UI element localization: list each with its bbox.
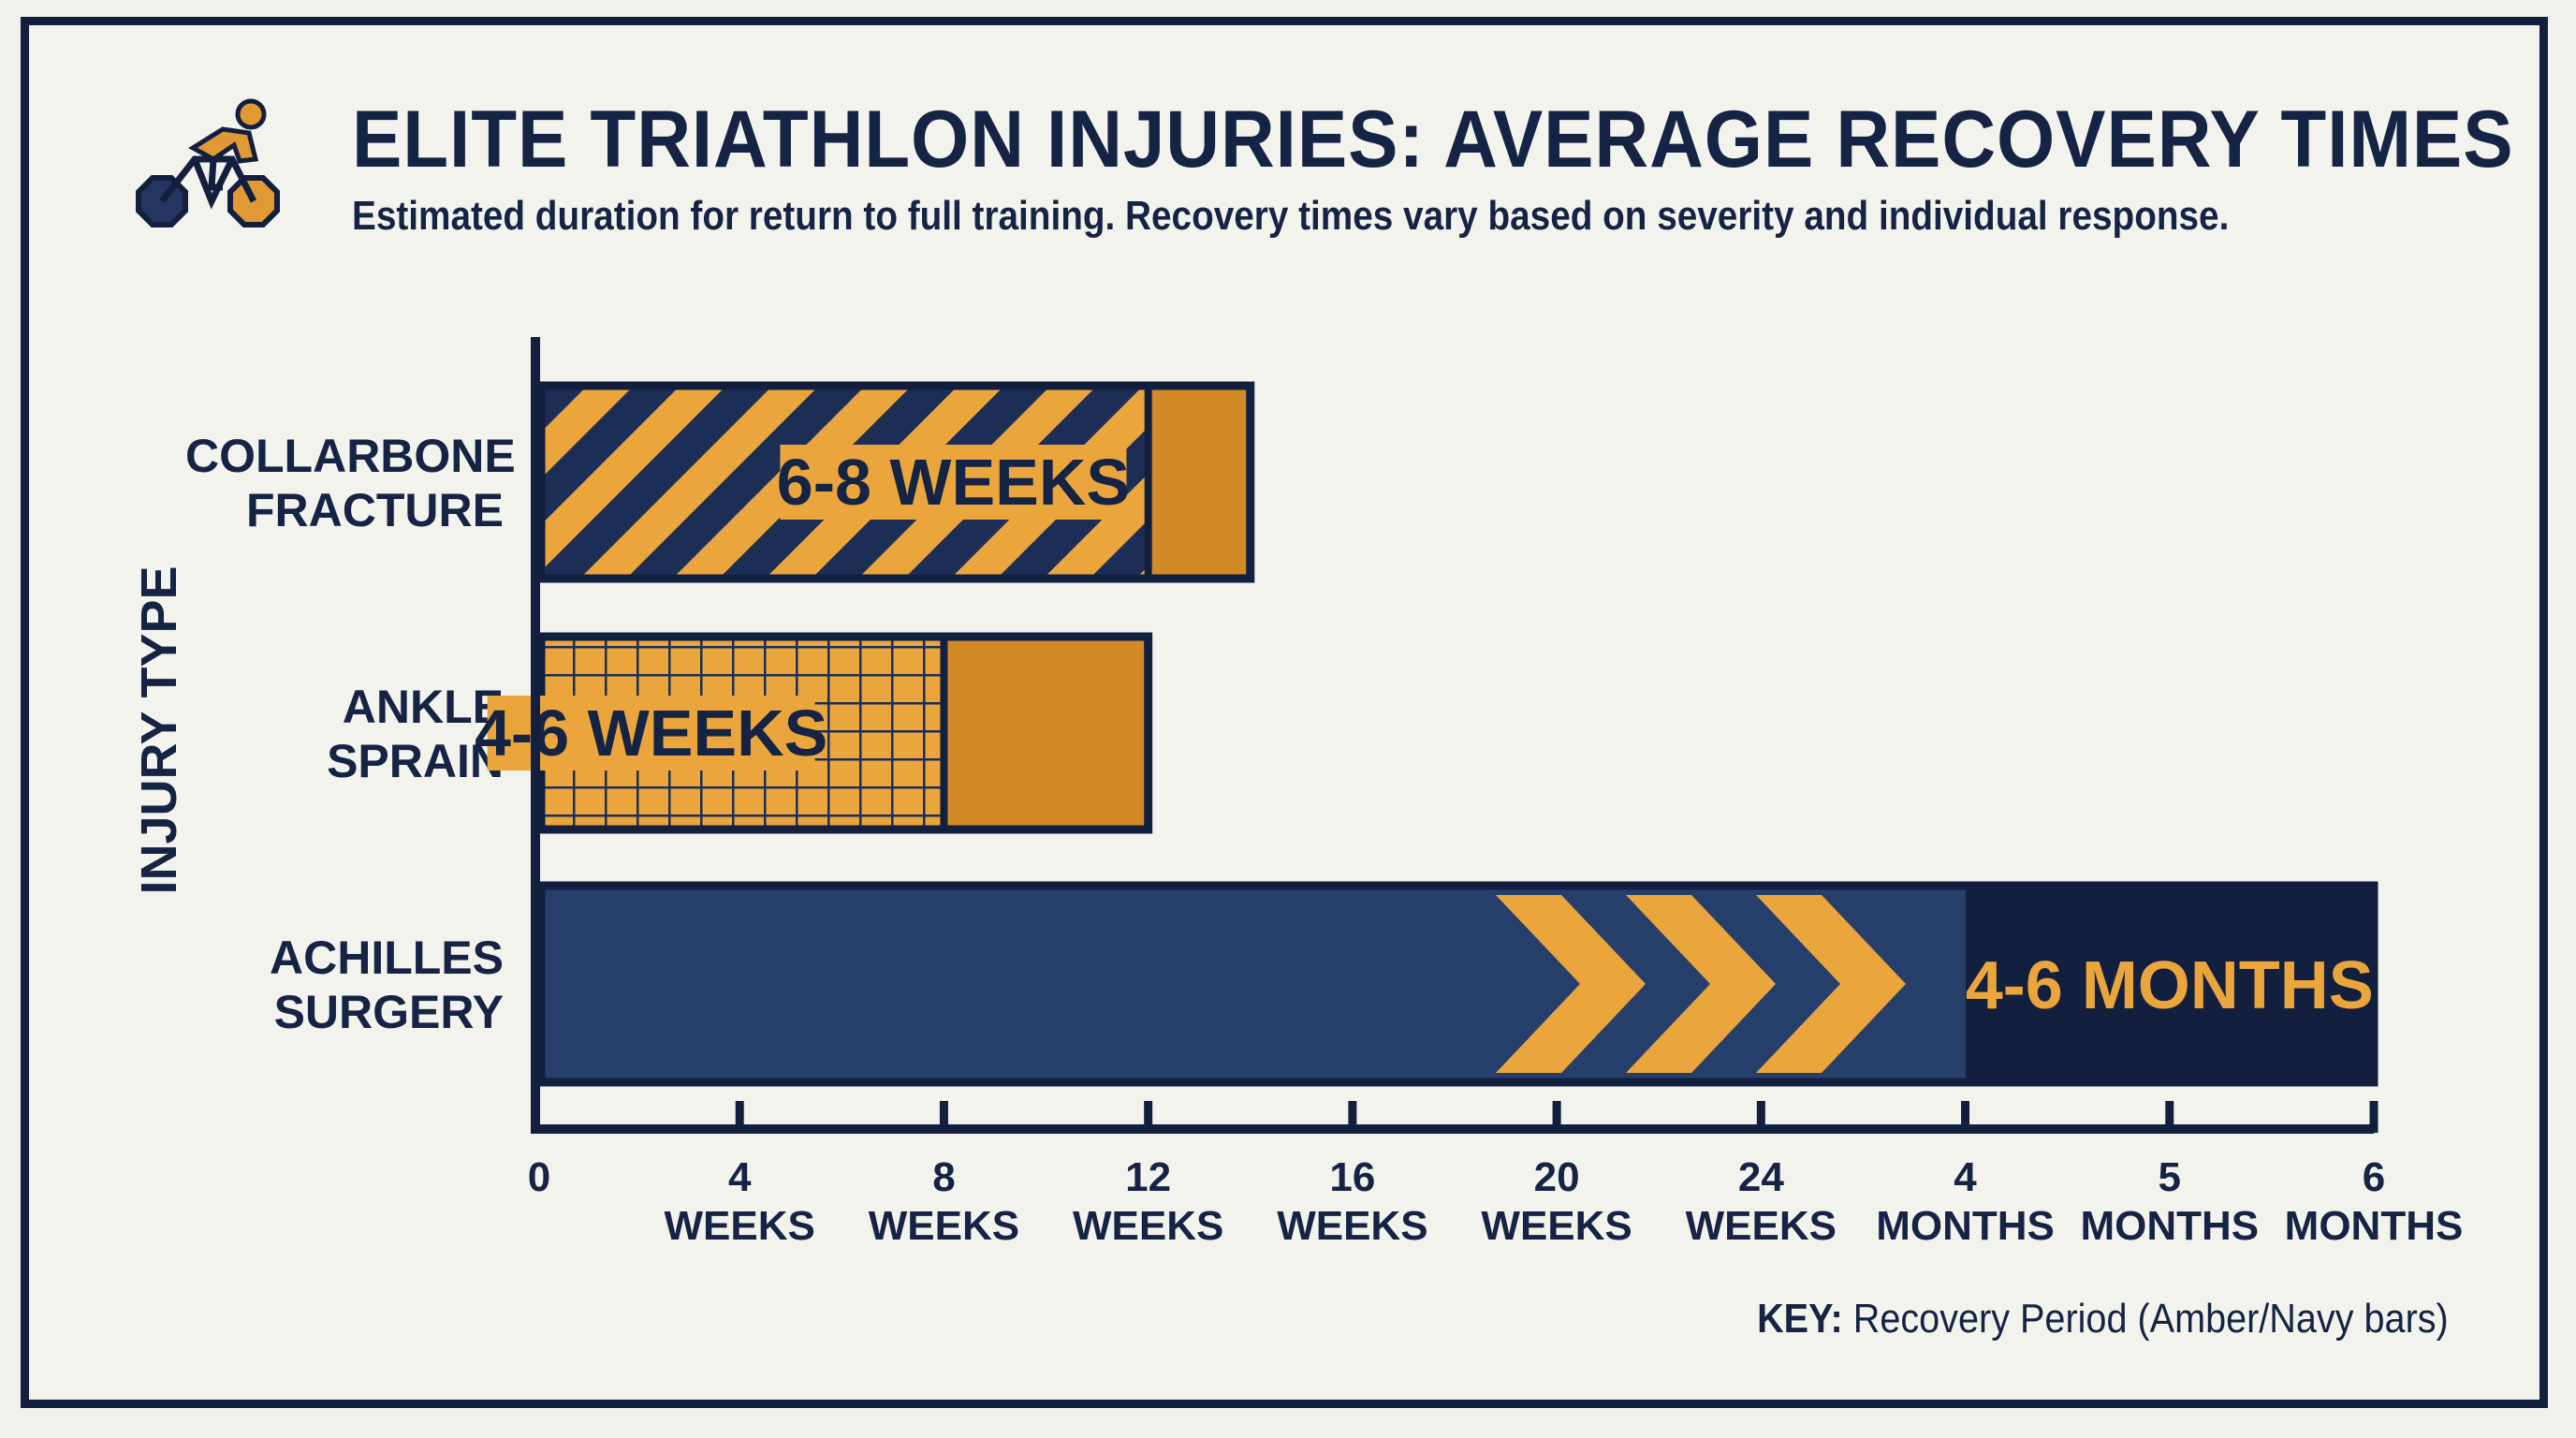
x-tick-label-4: 16 WEEKS: [1277, 1154, 1428, 1249]
key-label: KEY:: [1757, 1296, 1843, 1342]
bar-ankle-range: [944, 637, 1149, 829]
x-tick-label-1: 4 WEEKS: [664, 1154, 815, 1249]
key-text: Recovery Period (Amber/Navy bars): [1842, 1296, 2449, 1342]
chart-frame: [21, 17, 2548, 1408]
bar-achilles-range: [1965, 886, 2374, 1082]
chevron-1: [1496, 895, 1646, 1073]
chart-title: ELITE TRIATHLON INJURIES: AVERAGE RECOVE…: [352, 95, 2514, 184]
x-tick-label-6: 24 WEEKS: [1685, 1154, 1837, 1249]
x-tick-label-8: 5 MONTHS: [2080, 1154, 2260, 1249]
cyclist-icon: [136, 98, 280, 227]
bar-collarbone-range: [1148, 386, 1251, 579]
chevron-3: [1756, 895, 1906, 1073]
bar-achilles: 4-6 MONTHS: [536, 881, 2378, 1087]
x-tick-label-2: 8 WEEKS: [868, 1154, 1020, 1249]
bar-ankle-label: 4-6 WEEKS: [475, 697, 827, 770]
category-label-collarbone: COLLARBONE FRACTURE: [185, 430, 516, 536]
x-tick-label-5: 20 WEEKS: [1481, 1154, 1632, 1249]
x-tick-label-0: 0: [527, 1154, 551, 1200]
x-tick-label-3: 12 WEEKS: [1072, 1154, 1224, 1249]
bar-achilles-outline: [536, 881, 2378, 1087]
category-label-ankle: ANKLE SPRAIN: [327, 681, 504, 787]
x-tick-label-7: 4 MONTHS: [1876, 1154, 2055, 1249]
bar-ankle: 4-6 WEEKS: [475, 632, 1153, 834]
bar-collarbone: 6-8 WEEKS: [536, 381, 1255, 583]
chart-subtitle: Estimated duration for return to full tr…: [352, 193, 2230, 239]
chart-key: KEY: Recovery Period (Amber/Navy bars): [1757, 1296, 2449, 1343]
category-label-achilles: ACHILLES SURGERY: [270, 932, 504, 1038]
bar-achilles-label: 4-6 MONTHS: [1966, 948, 2374, 1023]
bar-collarbone-label: 6-8 WEEKS: [777, 446, 1130, 519]
x-tick-label-9: 6 MONTHS: [2284, 1154, 2464, 1249]
chevron-2: [1626, 895, 1776, 1073]
bar-collarbone-outline: [536, 381, 1255, 583]
